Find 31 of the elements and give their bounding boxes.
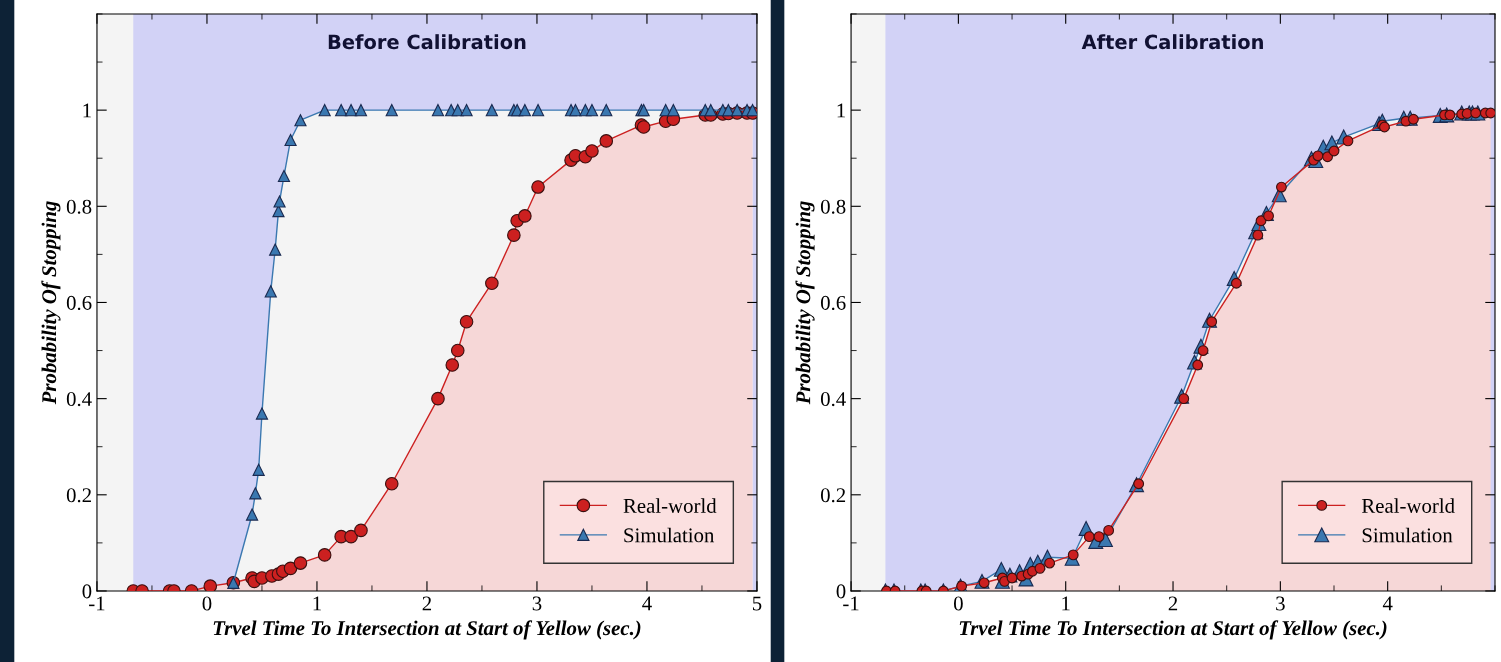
x-tick-label: 4 — [642, 596, 652, 611]
y-axis-title: Probability Of Stopping — [795, 201, 815, 405]
y-axis-title: Probability Of Stopping — [41, 201, 61, 405]
legend-label: Simulation — [1362, 527, 1453, 543]
x-tick-label: 3 — [1276, 596, 1285, 611]
y-tick-label: 0.8 — [66, 199, 92, 214]
legend-label: Simulation — [624, 527, 715, 543]
x-tick-label: 1 — [1062, 596, 1070, 611]
y-tick-label: 0.6 — [820, 295, 846, 310]
text: After Calibration — [1081, 34, 1263, 50]
x-tick-label: 3 — [532, 596, 542, 611]
legend-label: Real-world — [1361, 498, 1455, 513]
text: Before Calibration — [328, 34, 526, 50]
y-tick-label: 0.2 — [66, 488, 91, 503]
y-tick-label: 0.4 — [820, 392, 846, 407]
x-tick-label: 5 — [752, 596, 762, 611]
y-tick-label: 0.8 — [820, 199, 846, 214]
x-axis-title: Trvel Time To Intersection at Start of Yellow (sec.) — [213, 620, 641, 640]
x-tick-label: 0 — [953, 596, 963, 611]
y-tick-label: 0.4 — [66, 392, 92, 407]
x-tick-label: 1 — [313, 596, 321, 611]
x-tick-label: 0 — [202, 596, 212, 611]
y-tick-label: 1 — [837, 103, 845, 118]
x-tick-label: 2 — [1168, 596, 1178, 611]
legend-label: Real-world — [623, 498, 717, 513]
y-tick-label: 0.2 — [820, 488, 846, 503]
x-tick-label: 4 — [1382, 596, 1393, 611]
y-tick-label: 0.6 — [66, 295, 92, 310]
x-axis-title: Trvel Time To Intersection at Start of Yellow (sec.) — [959, 620, 1387, 640]
y-tick-label: 1 — [83, 103, 91, 118]
x-tick-label: 2 — [422, 596, 432, 611]
